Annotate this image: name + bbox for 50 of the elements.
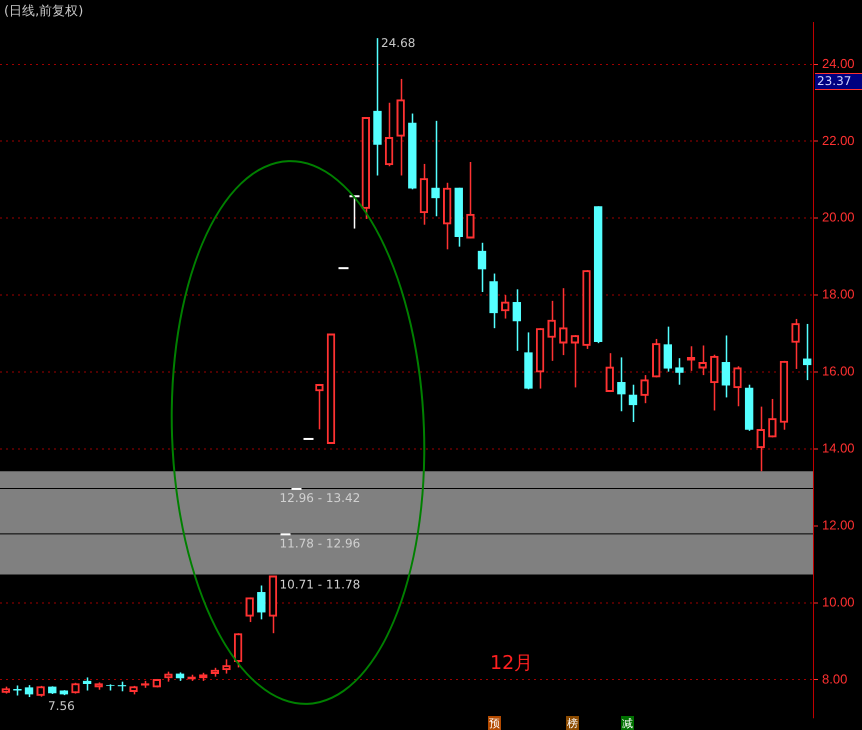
text: 23.37	[815, 73, 862, 90]
candlestick	[24, 684, 34, 698]
y-tick-label: 10.00	[822, 594, 855, 610]
candlestick	[710, 354, 718, 412]
candlestick	[36, 685, 45, 698]
y-tick-label: 18.00	[822, 286, 855, 302]
y-tick-label: 22.00	[822, 132, 855, 148]
y-tick-label: 20.00	[822, 210, 855, 225]
annotation: 减	[621, 716, 634, 730]
candlestick	[628, 384, 638, 423]
annotation: 预	[488, 716, 501, 730]
candlestick	[478, 242, 486, 293]
candlestick	[547, 300, 556, 362]
candlestick	[803, 323, 812, 381]
y-tick-label: 16.00	[822, 364, 855, 379]
candlestick	[315, 383, 324, 430]
candlestick	[698, 344, 707, 376]
chart-title: (日线,前复权)	[4, 3, 84, 20]
band-label: 12.96 - 13.42	[280, 491, 360, 506]
candlestick	[675, 357, 684, 386]
y-tick-label: 24.00	[822, 56, 855, 71]
y-tick-label: 12.00	[822, 517, 855, 532]
candlestick	[768, 398, 777, 438]
candlestick	[257, 584, 266, 620]
candlestick	[617, 356, 626, 412]
candlestick	[791, 318, 800, 370]
y-tick-label: 14.00	[822, 440, 855, 456]
candlestick	[722, 334, 730, 398]
candlestick	[512, 288, 522, 352]
y-tick-label: 8.00	[822, 671, 848, 686]
candlestick	[246, 596, 254, 623]
annotation: 24.68	[381, 36, 416, 50]
candlestick	[466, 161, 475, 240]
candlestick	[13, 684, 22, 696]
candlestick	[733, 366, 742, 408]
annotation: 12月	[490, 651, 534, 676]
candlestick	[431, 120, 440, 217]
candlestick	[222, 658, 231, 674]
candlestick	[82, 676, 92, 692]
band-label: 11.78 - 12.96	[280, 536, 360, 550]
candlestick	[559, 287, 568, 356]
candlestick	[118, 680, 126, 692]
candlestick	[501, 294, 510, 320]
candlestick	[756, 406, 765, 472]
candlestick	[686, 346, 696, 372]
annotation: 7.56	[48, 699, 75, 713]
annotation: 榜	[566, 716, 579, 730]
band-label: 10.71 - 11.78	[280, 578, 360, 592]
candlestick	[570, 334, 580, 388]
candlestick	[640, 374, 649, 404]
